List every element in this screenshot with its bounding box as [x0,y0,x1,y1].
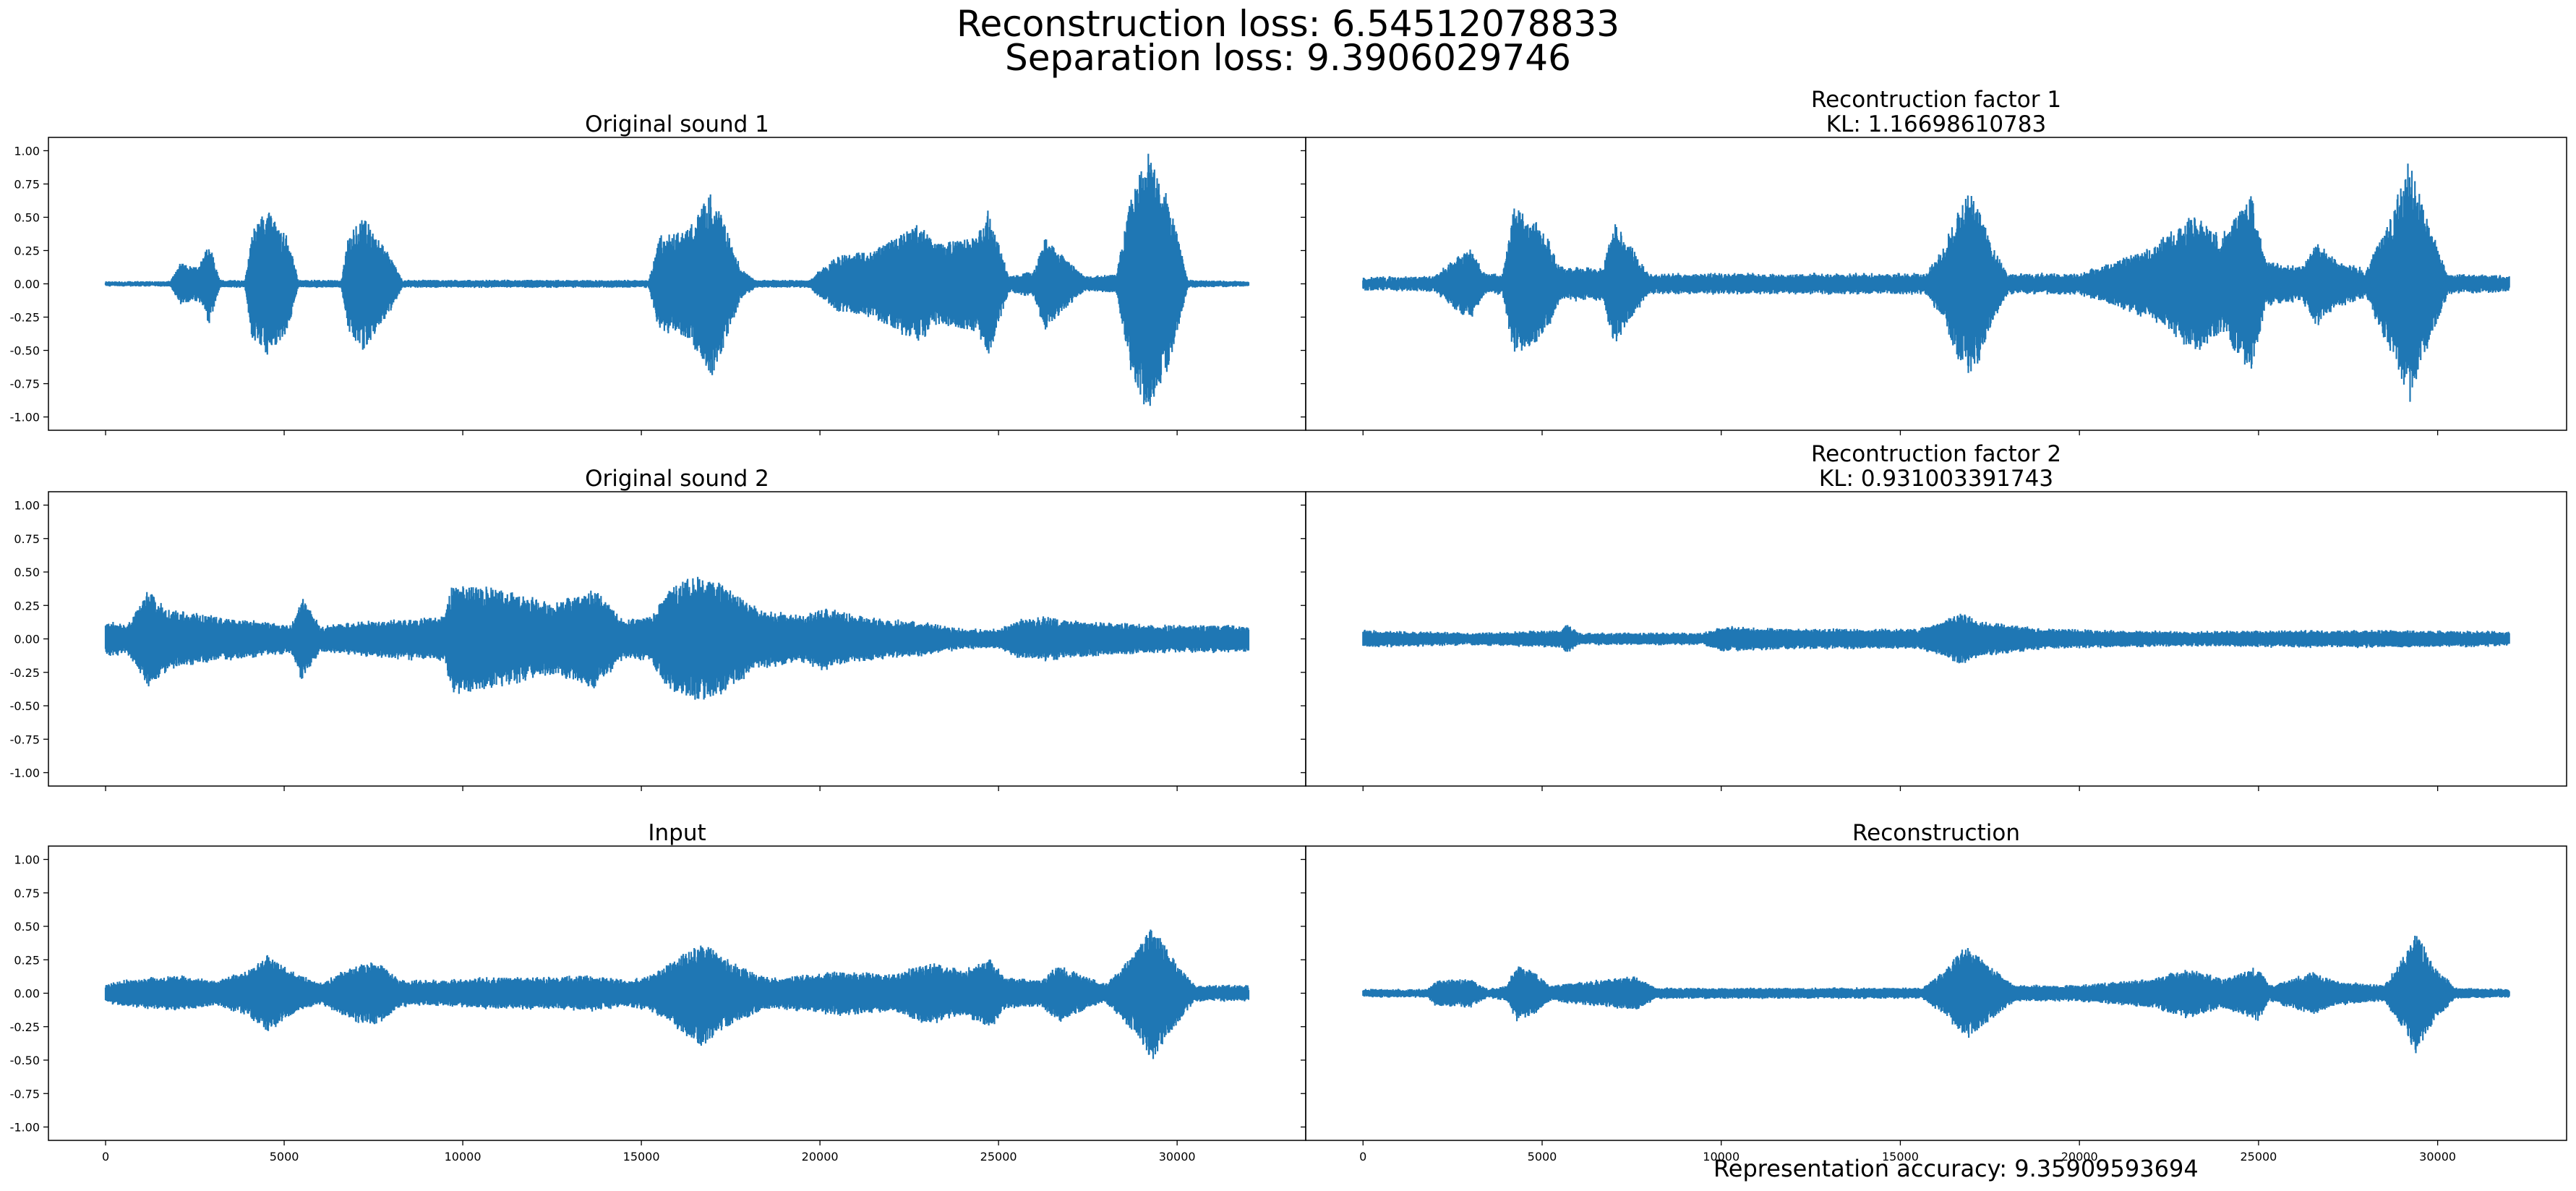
y-tick-label: 0.50 [14,920,40,934]
y-tick-label: 0.50 [14,565,40,579]
y-tick-label: -0.25 [10,1020,40,1034]
y-tick-label: -0.25 [10,311,40,325]
x-tick-label: 0 [1359,1150,1366,1164]
y-tick-label: 0.00 [14,278,40,291]
x-tick-label: 20000 [802,1150,839,1164]
y-tick-label: 0.25 [14,599,40,612]
y-tick-label: -1.00 [10,411,40,424]
x-tick-label: 10000 [1703,1150,1740,1164]
x-tick-label: 15000 [1882,1150,1919,1164]
y-tick-label: 0.00 [14,987,40,1001]
x-tick-label: 30000 [2419,1150,2456,1164]
y-tick-label: -0.50 [10,344,40,358]
figure-title-line-2: Separation loss: 9.3906029746 [1005,37,1571,79]
x-tick-label: 5000 [270,1150,299,1164]
x-tick-label: 15000 [623,1150,660,1164]
x-tick-label: 20000 [2061,1150,2098,1164]
figure-title-line-1: Reconstruction loss: 6.54512078833 [956,3,1620,45]
y-tick-label: -0.75 [10,733,40,746]
waveform-line [104,153,1250,406]
subplot-6: Reconstruction 0 5000 10000 15000 20000 25000 3… [1301,820,2567,1164]
subplot-title-line: Reconstruction [1852,820,2020,846]
subplot-5: Input 1.00 0.75 0.50 0.25 0.00 -0.25 -0.50 -0.75… [10,820,1306,1164]
y-tick-label: 1.00 [14,853,40,867]
y-tick-label: 0.25 [14,244,40,257]
x-tick-label: 25000 [980,1150,1017,1164]
subplot-title-line: Original sound 2 [585,466,769,492]
x-tick-label: 5000 [1528,1150,1557,1164]
waveform-line [1362,163,2510,402]
y-tick-label: 0.75 [14,532,40,546]
waveform-line [1362,613,2510,664]
subplot-title-line: Original sound 1 [585,111,769,137]
y-tick-label: -0.50 [10,699,40,713]
y-tick-label: 0.25 [14,953,40,967]
y-tick-label: -0.75 [10,377,40,391]
x-tick-label: 30000 [1159,1150,1196,1164]
y-tick-label: -1.00 [10,767,40,780]
subplot-title-line: Recontruction factor 2 [1811,441,2061,467]
x-tick-label: 0 [102,1150,109,1164]
subplot-1: Original sound 1 1.00 0.75 0.50 0.25 0.00 -0.2… [10,111,1306,435]
y-tick-label: -0.25 [10,666,40,680]
x-tick-label: 10000 [445,1150,482,1164]
y-tick-label: -1.00 [10,1121,40,1135]
y-tick-label: 0.75 [14,887,40,900]
y-tick-label: -0.75 [10,1087,40,1101]
y-tick-label: 1.00 [14,499,40,513]
subplot-title-line: Recontruction factor 1 [1811,87,2061,113]
subplot-2: Recontruction factor 1KL: 1.16698610783 [1301,87,2567,435]
y-tick-label: 1.00 [14,144,40,158]
x-tick-label: 25000 [2240,1150,2277,1164]
representation-accuracy-label: Representation accuracy: 9.35909593694 [1713,1155,2199,1182]
waveform-line [104,929,1250,1059]
subplot-title-line: KL: 1.16698610783 [1826,111,2046,137]
y-tick-label: 0.75 [14,177,40,191]
y-tick-label: -0.50 [10,1054,40,1067]
subplot-3: Original sound 2 1.00 0.75 0.50 0.25 0.00 -0.2… [10,466,1306,791]
waveform-line [1362,936,2510,1054]
subplot-title-line: Input [648,820,706,846]
y-tick-label: 0.50 [14,210,40,224]
subplot-title-line: KL: 0.931003391743 [1819,466,2053,492]
y-tick-label: 0.00 [14,633,40,646]
waveform-line [104,576,1250,700]
subplot-4: Recontruction factor 2KL: 0.931003391743 [1301,441,2567,791]
